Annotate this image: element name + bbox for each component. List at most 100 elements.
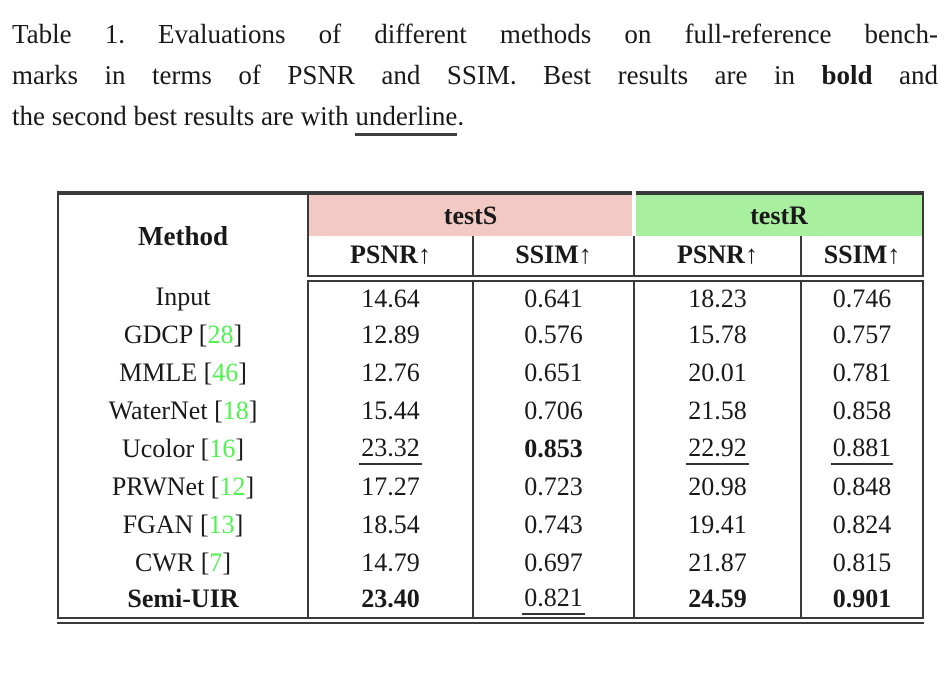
value-text: 0.881 (830, 434, 894, 466)
value-cell: 14.79 (307, 544, 473, 582)
subheader-ssim-testS: SSIM↑ (472, 236, 634, 282)
citation-number[interactable]: 13 (208, 510, 235, 539)
results-tbody: Input 14.64 0.641 18.23 0.746 GDCP [28] … (58, 278, 924, 620)
value-cell: 18.54 (307, 506, 473, 544)
value-cell: 0.824 (799, 506, 924, 544)
value-text: 0.757 (832, 320, 892, 349)
subheader-row: PSNR↑ SSIM↑ PSNR↑ SSIM↑ (58, 236, 924, 282)
citation-open-bracket: [ (192, 320, 208, 349)
citation-close-bracket: ] (235, 434, 245, 463)
caption-text: the second best results are with (12, 101, 356, 131)
citation: [46] (197, 358, 247, 387)
table-row: Input 14.64 0.641 18.23 0.746 (58, 278, 924, 316)
citation-number[interactable]: 18 (222, 396, 249, 425)
table-row: Ucolor [16] 23.32 0.853 22.92 0.881 (58, 430, 924, 468)
value-cell: 0.706 (472, 392, 634, 430)
value-text: 22.92 (686, 434, 749, 466)
value-cell: 0.697 (472, 544, 634, 582)
method-name: FGAN (122, 510, 194, 539)
table-row: CWR [7] 14.79 0.697 21.87 0.815 (58, 544, 924, 582)
method-name: PRWNet (111, 472, 205, 501)
citation-number[interactable]: 46 (212, 358, 239, 387)
caption-line-1: Table 1. Evaluations of different method… (12, 14, 938, 55)
citation-open-bracket: [ (197, 358, 213, 387)
value-text: 14.64 (361, 283, 420, 313)
value-cell: 0.743 (472, 506, 634, 544)
value-text: 19.41 (688, 510, 747, 539)
method-cell: FGAN [13] (58, 506, 308, 544)
value-cell: 0.821 (472, 582, 634, 620)
value-cell: 12.89 (307, 316, 473, 354)
value-text: 15.78 (688, 320, 747, 349)
value-text: 0.848 (832, 472, 892, 501)
value-cell: 24.59 (633, 582, 801, 620)
citation-close-bracket: ] (234, 510, 244, 539)
citation-number[interactable]: 12 (219, 472, 246, 501)
value-text: 0.815 (832, 548, 892, 577)
results-table: Method testS testR PSNR↑ SSIM↑ PSNR↑ SSI… (57, 191, 925, 624)
value-text: 21.87 (688, 548, 747, 577)
value-text: 0.697 (524, 548, 583, 577)
value-text: 0.723 (524, 472, 583, 501)
method-cell: Input (58, 278, 308, 316)
value-cell: 0.641 (472, 278, 634, 316)
value-text: 20.01 (688, 358, 747, 387)
value-text: 24.59 (688, 584, 747, 614)
group-header-row: Method testS testR (58, 193, 924, 278)
value-text: 0.706 (524, 396, 583, 425)
value-text: 0.746 (832, 283, 892, 313)
citation-number[interactable]: 28 (207, 320, 234, 349)
value-text: 0.641 (524, 283, 583, 313)
value-text: 0.781 (832, 358, 892, 387)
value-cell: 20.01 (633, 354, 801, 392)
subheader-ssim-testR: SSIM↑ (799, 236, 924, 282)
citation-open-bracket: [ (207, 396, 223, 425)
value-cell: 0.757 (799, 316, 924, 354)
method-cell: WaterNet [18] (58, 392, 308, 430)
table-row: MMLE [46] 12.76 0.651 20.01 0.781 (58, 354, 924, 392)
caption-text: Table 1. Evaluations of different method… (12, 19, 938, 49)
value-cell: 15.78 (633, 316, 801, 354)
citation-number[interactable]: 16 (209, 434, 236, 463)
caption-text: and (872, 60, 938, 90)
value-cell: 0.853 (472, 430, 634, 468)
value-text: 20.98 (688, 472, 747, 501)
value-text: 0.576 (524, 320, 583, 349)
col-group-testR: testR (631, 193, 924, 236)
caption-underlined-word: underline (355, 103, 458, 136)
value-cell: 0.815 (799, 544, 924, 582)
value-text: 0.858 (832, 396, 892, 425)
method-name: CWR (134, 548, 195, 577)
table-row: GDCP [28] 12.89 0.576 15.78 0.757 (58, 316, 924, 354)
citation-number[interactable]: 7 (209, 548, 223, 577)
value-text: 18.23 (688, 283, 747, 313)
method-cell: CWR [7] (58, 544, 308, 582)
value-text: 23.32 (359, 434, 422, 466)
citation-close-bracket: ] (233, 320, 243, 349)
value-cell: 18.23 (633, 278, 801, 316)
table-caption: Table 1. Evaluations of different method… (12, 14, 938, 137)
citation-close-bracket: ] (222, 548, 232, 577)
value-cell: 0.576 (472, 316, 634, 354)
value-text: 21.58 (688, 396, 747, 425)
caption-line-3: the second best results are with underli… (12, 96, 938, 137)
value-cell: 21.58 (633, 392, 801, 430)
value-cell: 0.651 (472, 354, 634, 392)
citation-close-bracket: ] (248, 396, 258, 425)
caption-text: . (457, 101, 465, 131)
method-name: Input (155, 282, 211, 311)
citation-open-bracket: [ (204, 472, 220, 501)
value-cell: 0.848 (799, 468, 924, 506)
value-cell: 21.87 (633, 544, 801, 582)
citation: [28] (192, 320, 242, 349)
value-cell: 23.32 (307, 430, 473, 468)
citation: [12] (204, 472, 254, 501)
caption-line-2: marks in terms of PSNR and SSIM. Best re… (12, 55, 938, 96)
caption-bold-word: bold (821, 60, 873, 90)
value-cell: 0.881 (799, 430, 924, 468)
value-cell: 12.76 (307, 354, 473, 392)
col-header-method: Method (58, 193, 309, 278)
citation-open-bracket: [ (194, 548, 210, 577)
value-cell: 0.746 (799, 278, 924, 316)
value-text: 12.76 (361, 358, 420, 387)
